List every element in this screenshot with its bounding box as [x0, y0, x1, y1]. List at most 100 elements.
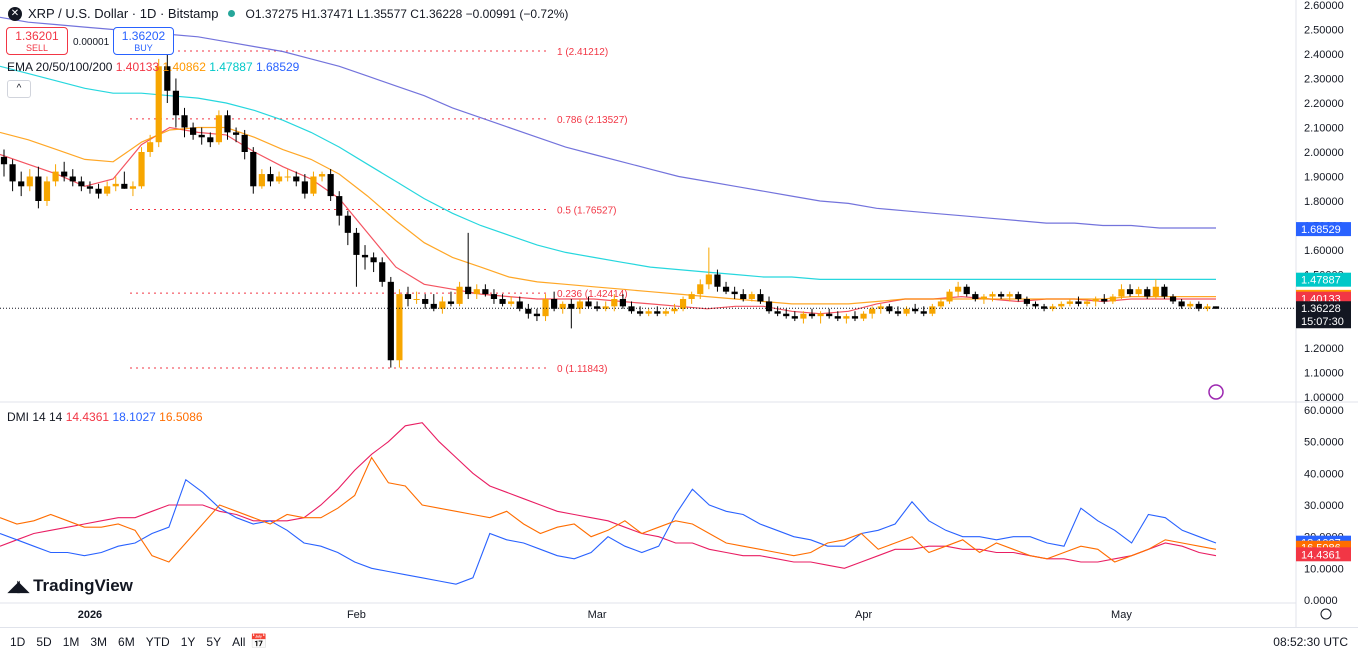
- buy-button[interactable]: 1.36202 BUY: [113, 27, 174, 55]
- xrp-logo-icon: ✕: [8, 6, 22, 21]
- candle-body: [688, 294, 695, 299]
- candle-body: [293, 176, 300, 182]
- candle-body: [1049, 306, 1056, 309]
- candle-body: [387, 281, 394, 361]
- candle-body: [998, 294, 1005, 297]
- range-1d[interactable]: 1D: [10, 635, 26, 649]
- price-axis-badge: [1296, 272, 1351, 287]
- candle-body: [533, 313, 541, 317]
- price-tick-label: 1.00000: [1304, 392, 1344, 404]
- candle-body: [774, 311, 781, 314]
- candle-body: [404, 294, 412, 299]
- candle-body: [963, 286, 970, 295]
- candle-body: [628, 306, 635, 312]
- chart-canvas[interactable]: 2.60000 2.50000 2.40000 2.30000 2.20000 2.100…: [0, 0, 1358, 628]
- candle-body: [1169, 296, 1177, 302]
- candle-body: [112, 183, 119, 187]
- candle-body: [765, 301, 773, 312]
- range-3m[interactable]: 3M: [90, 635, 108, 649]
- candle-body: [301, 181, 308, 194]
- range-all[interactable]: All: [232, 635, 246, 649]
- dmi-legend[interactable]: DMI 14 14 14.4361 18.1027 16.5086: [7, 410, 203, 424]
- candle-body: [817, 313, 824, 317]
- range-ytd[interactable]: YTD: [145, 635, 170, 649]
- candle-body: [989, 294, 996, 297]
- candle-body: [826, 313, 833, 317]
- candle-body: [69, 176, 76, 182]
- candle-body: [224, 115, 231, 133]
- candle-body: [1015, 294, 1022, 299]
- price-tick-label: 2.40000: [1304, 49, 1344, 61]
- last-price-badge: [1296, 301, 1351, 329]
- candle-body: [172, 90, 180, 116]
- time-axis-label: May: [1111, 609, 1132, 621]
- candle-body: [1204, 306, 1211, 309]
- range-5d[interactable]: 5D: [36, 635, 52, 649]
- dmi-tick-label: 50.0000: [1304, 437, 1344, 449]
- dmi-axis-badge-text: 14.4361: [1301, 549, 1341, 561]
- candle-body: [542, 299, 549, 317]
- candle-body: [198, 134, 205, 138]
- tradingview-logo[interactable]: ◢◣ TradingView: [8, 576, 133, 596]
- time-axis-label: 2026: [78, 609, 102, 621]
- candle-body: [1075, 301, 1082, 304]
- candle-body: [86, 186, 94, 189]
- candle-body: [275, 176, 283, 182]
- sell-button[interactable]: 1.36201 SELL: [6, 27, 68, 55]
- dmi-axis-badge: [1296, 547, 1351, 562]
- candle-body: [250, 152, 257, 187]
- candle-body: [361, 254, 369, 258]
- candle-body: [791, 316, 798, 319]
- candle-body: [439, 301, 446, 309]
- ema20-value: 1.40133: [115, 60, 160, 74]
- price-axis-badge-text: 1.47887: [1301, 275, 1341, 287]
- candle-body: [181, 115, 188, 128]
- candle-body: [860, 313, 867, 319]
- calendar-icon[interactable]: 📅: [250, 633, 268, 649]
- candle-body: [0, 156, 8, 165]
- utc-clock[interactable]: 08:52:30 UTC: [1273, 635, 1348, 649]
- range-5y[interactable]: 5Y: [206, 635, 222, 649]
- candle-body: [267, 174, 274, 182]
- time-axis-label: Feb: [347, 609, 366, 621]
- candle-body: [318, 174, 326, 177]
- settings-gear-icon: [1320, 608, 1332, 620]
- candle-body: [1101, 299, 1108, 302]
- candle-body: [1083, 301, 1091, 304]
- candle-body: [1161, 286, 1168, 297]
- ema-name: EMA 20/50/100/200: [7, 60, 113, 74]
- ema50-value: 1.40862: [162, 60, 206, 74]
- candle-body: [370, 257, 377, 263]
- price-tick-label: 1.20000: [1304, 343, 1344, 355]
- range-1m[interactable]: 1M: [62, 635, 80, 649]
- candle-body: [78, 181, 85, 187]
- candle-body: [731, 291, 738, 295]
- range-6m[interactable]: 6M: [118, 635, 135, 649]
- candle-body: [396, 294, 403, 361]
- candle-body: [937, 301, 945, 307]
- candle-body: [258, 174, 265, 187]
- time-axis-label: Apr: [855, 609, 872, 621]
- candle-body: [980, 296, 988, 299]
- candle-body: [1178, 301, 1185, 307]
- ema-legend[interactable]: EMA 20/50/100/200 1.40133 1.40862 1.4788…: [7, 60, 299, 74]
- collapse-legend-button[interactable]: ^: [7, 80, 31, 98]
- candle-body: [894, 311, 902, 314]
- price-tick-label: 2.60000: [1304, 0, 1344, 12]
- candle-body: [1187, 303, 1194, 307]
- last-price-text: 1.36228: [1301, 303, 1341, 315]
- dmi-tick-label: 40.0000: [1304, 468, 1344, 480]
- candle-body: [26, 176, 33, 187]
- candle-body: [1135, 289, 1142, 295]
- fib-level-label: 0.236 (1.42414): [557, 289, 628, 300]
- candle-body: [482, 289, 489, 295]
- candle-body: [714, 274, 721, 287]
- symbol-title[interactable]: XRP / U.S. Dollar · 1D · Bitstamp: [28, 6, 219, 21]
- candle-body: [946, 291, 953, 302]
- candle-body: [955, 286, 962, 292]
- candle-body: [284, 176, 291, 178]
- candle-body: [1212, 306, 1220, 309]
- range-1y[interactable]: 1Y: [180, 635, 196, 649]
- candle-body: [757, 294, 764, 302]
- candle-body: [843, 316, 850, 319]
